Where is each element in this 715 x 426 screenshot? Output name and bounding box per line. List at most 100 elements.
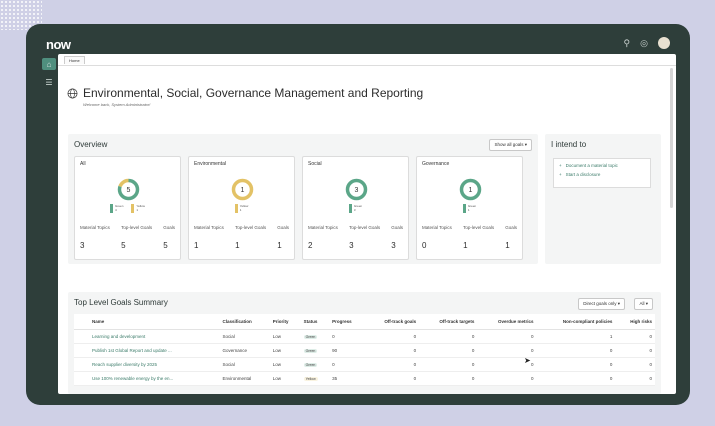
- stat: Material Topics 0: [422, 225, 452, 250]
- card-legend: Green 1: [417, 204, 522, 213]
- cell-off-targets: 0: [419, 371, 478, 386]
- card-stats: Material Topics 3 Top-level Goals 5 Goals 5: [80, 225, 175, 250]
- table-row[interactable]: Publish 1st Global Report and update ...…: [74, 343, 655, 358]
- legend-item: Yellow 1: [131, 204, 145, 213]
- cell-name[interactable]: Reach supplier diversity by 2025: [74, 357, 220, 372]
- cell-name[interactable]: Publish 1st Global Report and update ...: [74, 343, 220, 358]
- mouse-cursor: ➤: [524, 356, 531, 365]
- start-disclosure-link[interactable]: + Start a disclosure: [559, 172, 601, 177]
- column-header[interactable]: High risks: [615, 314, 655, 330]
- column-header[interactable]: Priority: [269, 314, 301, 330]
- plus-icon: +: [559, 163, 562, 168]
- column-header[interactable]: Name: [74, 314, 220, 330]
- card-stats: Material Topics 0 Top-level Goals 1 Goals 1: [422, 225, 517, 250]
- cell-name[interactable]: Use 100% renewable energy by the en...: [74, 371, 220, 386]
- card-title: Environmental: [194, 161, 226, 167]
- donut-count: 1: [241, 187, 245, 194]
- intend-panel: I intend to + Document a material topic +…: [545, 134, 661, 264]
- stat: Goals 1: [277, 225, 289, 250]
- cell-noncompliant: 0: [536, 357, 616, 372]
- stat: Top-level Goals 1: [235, 225, 267, 250]
- home-icon[interactable]: ⌂: [42, 58, 56, 70]
- cell-priority: Low: [269, 329, 301, 344]
- overview-card[interactable]: Governance 1 Green 1 Material Topics 0 Top-…: [416, 156, 523, 260]
- column-header[interactable]: Off-track targets: [419, 314, 478, 330]
- stat: Material Topics 1: [194, 225, 224, 250]
- column-header[interactable]: Off-track goals: [365, 314, 420, 330]
- table-header: Name Classification Priority Status Progress…: [74, 314, 655, 330]
- page-title: Environmental, Social, Governance Manage…: [83, 86, 424, 100]
- tab-bar: Home: [58, 54, 676, 66]
- cell-off-goals: 0: [365, 371, 420, 386]
- globe-icon: [67, 88, 78, 98]
- cell-status: Green: [300, 343, 330, 358]
- card-title: Social: [308, 161, 322, 167]
- card-stats: Material Topics 2 Top-level Goals 3 Goals 3: [308, 225, 403, 250]
- stat: Top-level Goals 1: [463, 225, 495, 250]
- direct-goals-filter[interactable]: Direct goals only ▾: [578, 298, 625, 310]
- goals-panel: Top Level Goals Summary Direct goals onl…: [68, 292, 661, 394]
- cell-off-goals: 0: [365, 357, 420, 372]
- cell-overdue: 0: [477, 371, 537, 386]
- cell-off-goals: 0: [365, 343, 420, 358]
- donut-count: 1: [469, 187, 473, 194]
- cell-off-targets: 0: [419, 343, 478, 358]
- page-header: Environmental, Social, Governance Manage…: [67, 86, 423, 107]
- cell-noncompliant: 0: [536, 343, 616, 358]
- table-row[interactable]: Reach supplier diversity by 2025 Social Lo…: [74, 357, 655, 372]
- scrollbar[interactable]: [670, 68, 673, 208]
- cell-risks: 0: [615, 371, 655, 386]
- tab-home[interactable]: Home: [64, 55, 85, 64]
- cell-progress: 35: [329, 371, 366, 386]
- donut-ring: 1: [459, 178, 482, 201]
- stat: Goals 3: [391, 225, 403, 250]
- card-title: All: [80, 161, 86, 167]
- table-row[interactable]: Learning and development Social Low Green 0 0…: [74, 329, 655, 344]
- donut-count: 3: [355, 187, 359, 194]
- intend-links: + Document a material topic + Start a disc…: [553, 158, 651, 188]
- column-header[interactable]: Non-compliant policies: [536, 314, 616, 330]
- search-icon[interactable]: ⚲: [623, 37, 631, 48]
- plus-icon: +: [559, 172, 562, 177]
- cell-name[interactable]: Learning and development: [74, 329, 220, 344]
- legend-item: Green 3: [348, 204, 362, 213]
- menu-icon[interactable]: ☰: [45, 77, 53, 87]
- side-rail: ⌂ ☰: [40, 56, 58, 394]
- app-logo[interactable]: now: [46, 37, 71, 52]
- bell-icon[interactable]: ◎: [640, 37, 648, 48]
- cell-progress: 90: [329, 343, 366, 358]
- show-all-goals-button[interactable]: Show all goals ▾: [489, 139, 532, 151]
- card-title: Governance: [422, 161, 450, 167]
- legend-item: Green 1: [462, 204, 476, 213]
- overview-card[interactable]: Environmental 1 Yellow 1 Material Topics 1…: [188, 156, 295, 260]
- stat: Material Topics 3: [80, 225, 110, 250]
- column-header[interactable]: Progress: [329, 314, 366, 330]
- cell-risks: 0: [615, 329, 655, 344]
- avatar[interactable]: [658, 37, 670, 49]
- cell-progress: 0: [329, 357, 366, 372]
- cell-overdue: 0: [477, 329, 537, 344]
- document-material-topic-link[interactable]: + Document a material topic: [559, 163, 618, 168]
- cell-status: Yellow: [300, 371, 330, 386]
- overview-title: Overview: [74, 140, 108, 149]
- cell-classification: Environmental: [219, 371, 270, 386]
- status-badge: Green: [303, 349, 318, 353]
- cell-progress: 0: [329, 329, 366, 344]
- status-badge: Green: [303, 363, 318, 367]
- column-header[interactable]: Overdue metrics: [477, 314, 537, 330]
- stat: Material Topics 2: [308, 225, 338, 250]
- cell-noncompliant: 0: [536, 371, 616, 386]
- stat: Top-level Goals 3: [349, 225, 381, 250]
- donut-ring: 5: [117, 178, 140, 201]
- column-header[interactable]: Status: [300, 314, 330, 330]
- donut-ring: 1: [231, 178, 254, 201]
- overview-card[interactable]: Social 3 Green 3 Material Topics 2 Top-leve…: [302, 156, 409, 260]
- stat: Goals 1: [505, 225, 517, 250]
- column-header[interactable]: Classification: [219, 314, 270, 330]
- overview-card[interactable]: All 5 Green 4 Yellow 1 Material Topics 3 Top-…: [74, 156, 181, 260]
- card-legend: Green 4 Yellow 1: [75, 204, 180, 213]
- cell-priority: Low: [269, 357, 301, 372]
- table-row[interactable]: Use 100% renewable energy by the en... En…: [74, 371, 655, 386]
- donut-ring: 3: [345, 178, 368, 201]
- all-filter[interactable]: All ▾: [634, 298, 653, 310]
